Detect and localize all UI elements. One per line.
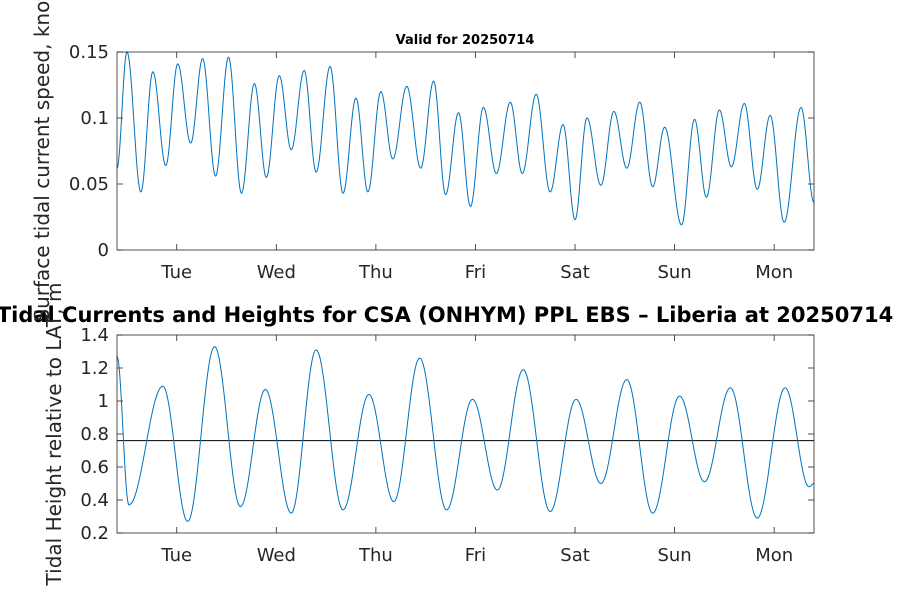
- current-speed-plot-area: [117, 52, 814, 250]
- x-tick-label: Wed: [257, 545, 296, 566]
- y-tick-label: 1: [98, 391, 109, 412]
- current-speed-series-line: [116, 51, 815, 226]
- top-title: Valid for 20250714: [396, 33, 535, 48]
- current-speed-ylabel: Surface tidal current speed, knots: [30, 0, 54, 322]
- main-title: Tidal Currents and Heights for CSA (ONHY…: [0, 303, 893, 327]
- x-tick-label: Sun: [657, 262, 691, 283]
- y-tick-label: 0.8: [80, 424, 109, 445]
- current-speed-axes: 0 0.05 0.1 0.15 Tue Wed Thu Fri Sat Sun Mon Valid …: [69, 33, 815, 283]
- y-tick-label: 0.1: [80, 108, 109, 129]
- x-tick-label: Mon: [755, 545, 793, 566]
- y-tick-label: 1.4: [80, 325, 109, 346]
- y-tick-label: 1.2: [80, 358, 109, 379]
- x-tick-label: Fri: [465, 262, 486, 283]
- y-tick-label: 0.2: [80, 523, 109, 544]
- tidal-height-series-line: [116, 345, 815, 523]
- x-tick-label: Sat: [560, 545, 590, 566]
- tidal-height-axes: 0.2 0.4 0.6 0.8 1 1.2 1.4 Tue Wed Thu Fri Sat Sun Mon: [80, 325, 815, 566]
- x-tick-label: Tue: [160, 545, 192, 566]
- x-tick-label: Thu: [358, 262, 393, 283]
- tidal-height-axes-box: [116, 334, 815, 534]
- y-tick-label: 0.15: [69, 42, 109, 63]
- x-tick-label: Fri: [465, 545, 486, 566]
- x-tick-label: Sat: [560, 262, 590, 283]
- x-tick-label: Sun: [657, 545, 691, 566]
- tidal-height-plot-area: [117, 335, 814, 533]
- tidal-height-ylabel: Tidal Height relative to LAT, m: [42, 283, 66, 587]
- x-tick-label: Thu: [358, 545, 393, 566]
- y-tick-label: 0.4: [80, 490, 109, 511]
- y-tick-label: 0.6: [80, 457, 109, 478]
- current-speed-axes-box: [116, 51, 815, 251]
- x-tick-label: Wed: [257, 262, 296, 283]
- x-tick-label: Mon: [755, 262, 793, 283]
- y-tick-label: 0.05: [69, 174, 109, 195]
- tidal-height-ticks: 0.2 0.4 0.6 0.8 1 1.2 1.4 Tue Wed Thu Fri Sat Sun Mon: [80, 325, 814, 566]
- x-tick-label: Tue: [160, 262, 192, 283]
- y-tick-label: 0: [98, 240, 109, 261]
- current-speed-ticks: 0 0.05 0.1 0.15 Tue Wed Thu Fri Sat Sun Mon: [69, 42, 814, 283]
